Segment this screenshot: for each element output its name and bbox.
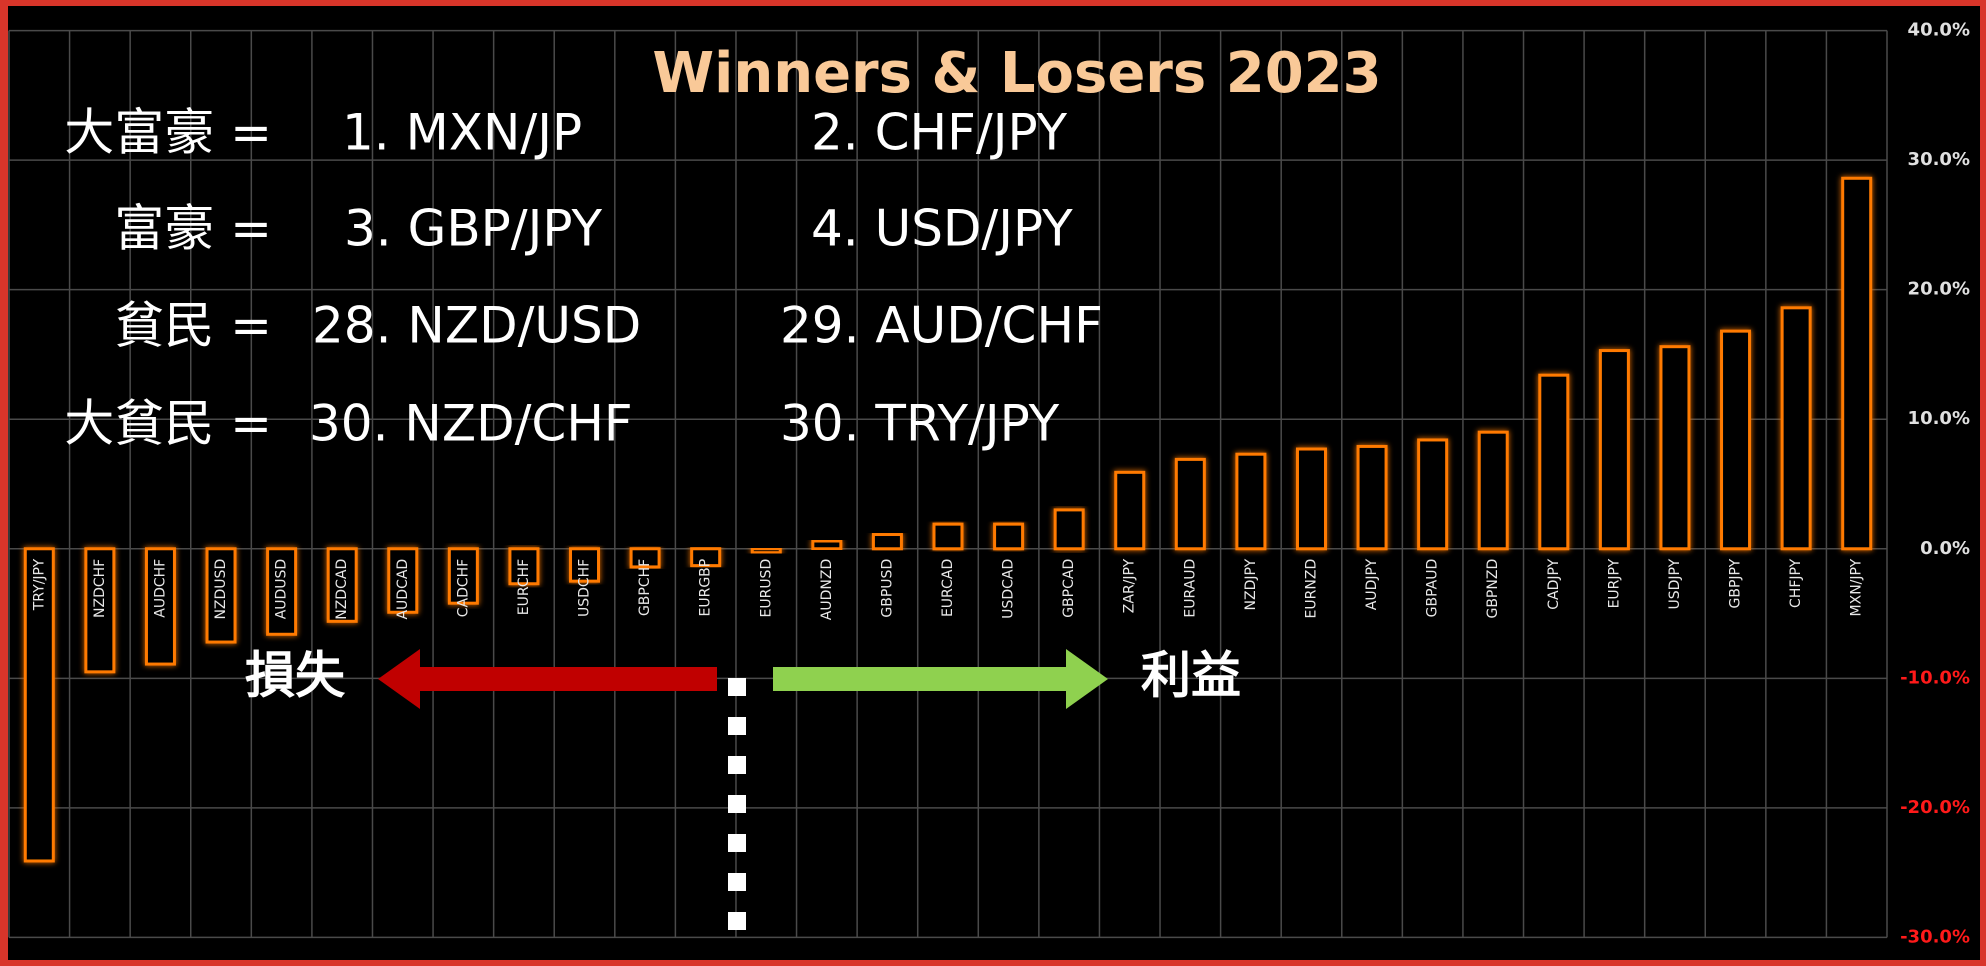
y-tick-label: 10.0%	[1908, 408, 1970, 429]
x-tick-label: AUDJPY	[1364, 558, 1380, 610]
rank-label: 富豪 =	[114, 200, 272, 258]
x-tick-label: NZDCAD	[334, 559, 350, 620]
rank-first: 3. GBP/JPY	[344, 200, 602, 258]
bar	[1659, 345, 1691, 551]
bar	[23, 547, 55, 863]
x-tick-label: GBPJPY	[1728, 558, 1744, 608]
bar	[1114, 470, 1146, 551]
bars	[23, 176, 1873, 863]
bar	[1174, 457, 1206, 551]
gain-label: 利益	[1141, 647, 1241, 705]
rank-label: 大富豪 =	[64, 104, 272, 162]
bar	[1053, 508, 1085, 551]
rank-label: 貧民 =	[114, 297, 272, 355]
rank-second: 30. TRY/JPY	[780, 395, 1060, 453]
x-tick-label: CHFJPY	[1788, 558, 1804, 608]
bar	[205, 547, 237, 644]
bar	[1538, 373, 1570, 551]
x-tick-label: ZAR/JPY	[1122, 558, 1138, 613]
bar	[1841, 176, 1873, 551]
bar	[750, 547, 782, 555]
bar	[569, 547, 601, 583]
bar	[1235, 452, 1267, 551]
y-tick-label: -20.0%	[1900, 797, 1970, 818]
bar	[387, 547, 419, 614]
bar	[932, 522, 964, 551]
bar	[326, 547, 358, 623]
x-tick-label: AUDCAD	[395, 559, 411, 620]
y-tick-label: 40.0%	[1908, 20, 1970, 41]
y-tick-label: -10.0%	[1900, 667, 1970, 688]
x-tick-label: NZDUSD	[213, 559, 229, 620]
x-tick-label: GBPCAD	[1061, 559, 1077, 618]
bar	[993, 522, 1025, 551]
x-tick-label: GBPNZD	[1485, 559, 1501, 619]
x-tick-label: AUDCHF	[152, 559, 168, 618]
rank-second: 29. AUD/CHF	[780, 297, 1103, 355]
x-tick-label: EURUSD	[758, 559, 774, 618]
x-tick-label: USDJPY	[1667, 558, 1683, 609]
rank-first: 30. NZD/CHF	[309, 395, 633, 453]
labels: -30.0% -20.0% -10.0% 0.0% 10.0% 20.0% 30.0% 40.…	[31, 20, 1970, 948]
bar	[1598, 349, 1630, 551]
x-tick-label: CADJPY	[1546, 558, 1562, 609]
rank-first: 1. MXN/JP	[342, 104, 582, 162]
bar	[690, 547, 722, 568]
bar	[811, 539, 843, 551]
x-tick-label: EURJPY	[1606, 558, 1622, 608]
y-tick-label: -30.0%	[1900, 926, 1970, 947]
x-tick-label: GBPCHF	[637, 559, 653, 616]
x-tick-label: EURCAD	[940, 559, 956, 617]
rank-second: 2. CHF/JPY	[811, 104, 1068, 162]
bar	[1720, 329, 1752, 551]
y-tick-label: 30.0%	[1908, 149, 1970, 170]
x-tick-label: CADCHF	[455, 559, 471, 618]
chart-title: Winners & Losers 2023	[652, 41, 1381, 106]
bar	[1295, 447, 1327, 551]
x-tick-label: EURNZD	[1303, 559, 1319, 619]
x-tick-label: EURAUD	[1182, 559, 1198, 618]
bar	[447, 547, 479, 605]
rank-label: 大貧民 =	[64, 395, 272, 453]
bar	[1417, 438, 1449, 551]
x-tick-label: USDCAD	[1001, 559, 1017, 619]
bar	[508, 547, 540, 586]
bar	[871, 533, 903, 551]
grid	[8, 29, 1888, 939]
bar	[629, 547, 661, 569]
bar	[1356, 444, 1388, 551]
bar	[266, 547, 298, 636]
gain-arrow	[773, 649, 1108, 709]
x-tick-label: MXN/JPY	[1849, 558, 1865, 616]
y-tick-label: 0.0%	[1920, 538, 1970, 559]
x-tick-label: AUDNZD	[819, 559, 835, 620]
bar	[144, 547, 176, 666]
x-tick-label: GBPUSD	[879, 559, 895, 618]
y-tick-label: 20.0%	[1908, 279, 1970, 300]
bar	[84, 547, 116, 674]
rank-second: 4. USD/JPY	[811, 200, 1073, 258]
x-tick-label: TRY/JPY	[31, 558, 47, 611]
bar	[1780, 306, 1812, 551]
x-tick-label: EURCHF	[516, 559, 532, 615]
rank-first: 28. NZD/USD	[312, 297, 641, 355]
plot-background	[8, 6, 1980, 960]
x-tick-label: AUDUSD	[274, 559, 290, 620]
loss-label: 損失	[245, 647, 346, 705]
loss-arrow	[378, 649, 717, 709]
x-tick-label: NZDCHF	[92, 559, 108, 618]
bar	[1477, 430, 1509, 551]
x-tick-label: NZDJPY	[1243, 558, 1259, 610]
x-tick-label: EURGBP	[698, 559, 714, 617]
x-tick-label: USDCHF	[577, 559, 593, 617]
x-tick-label: GBPAUD	[1425, 559, 1441, 618]
